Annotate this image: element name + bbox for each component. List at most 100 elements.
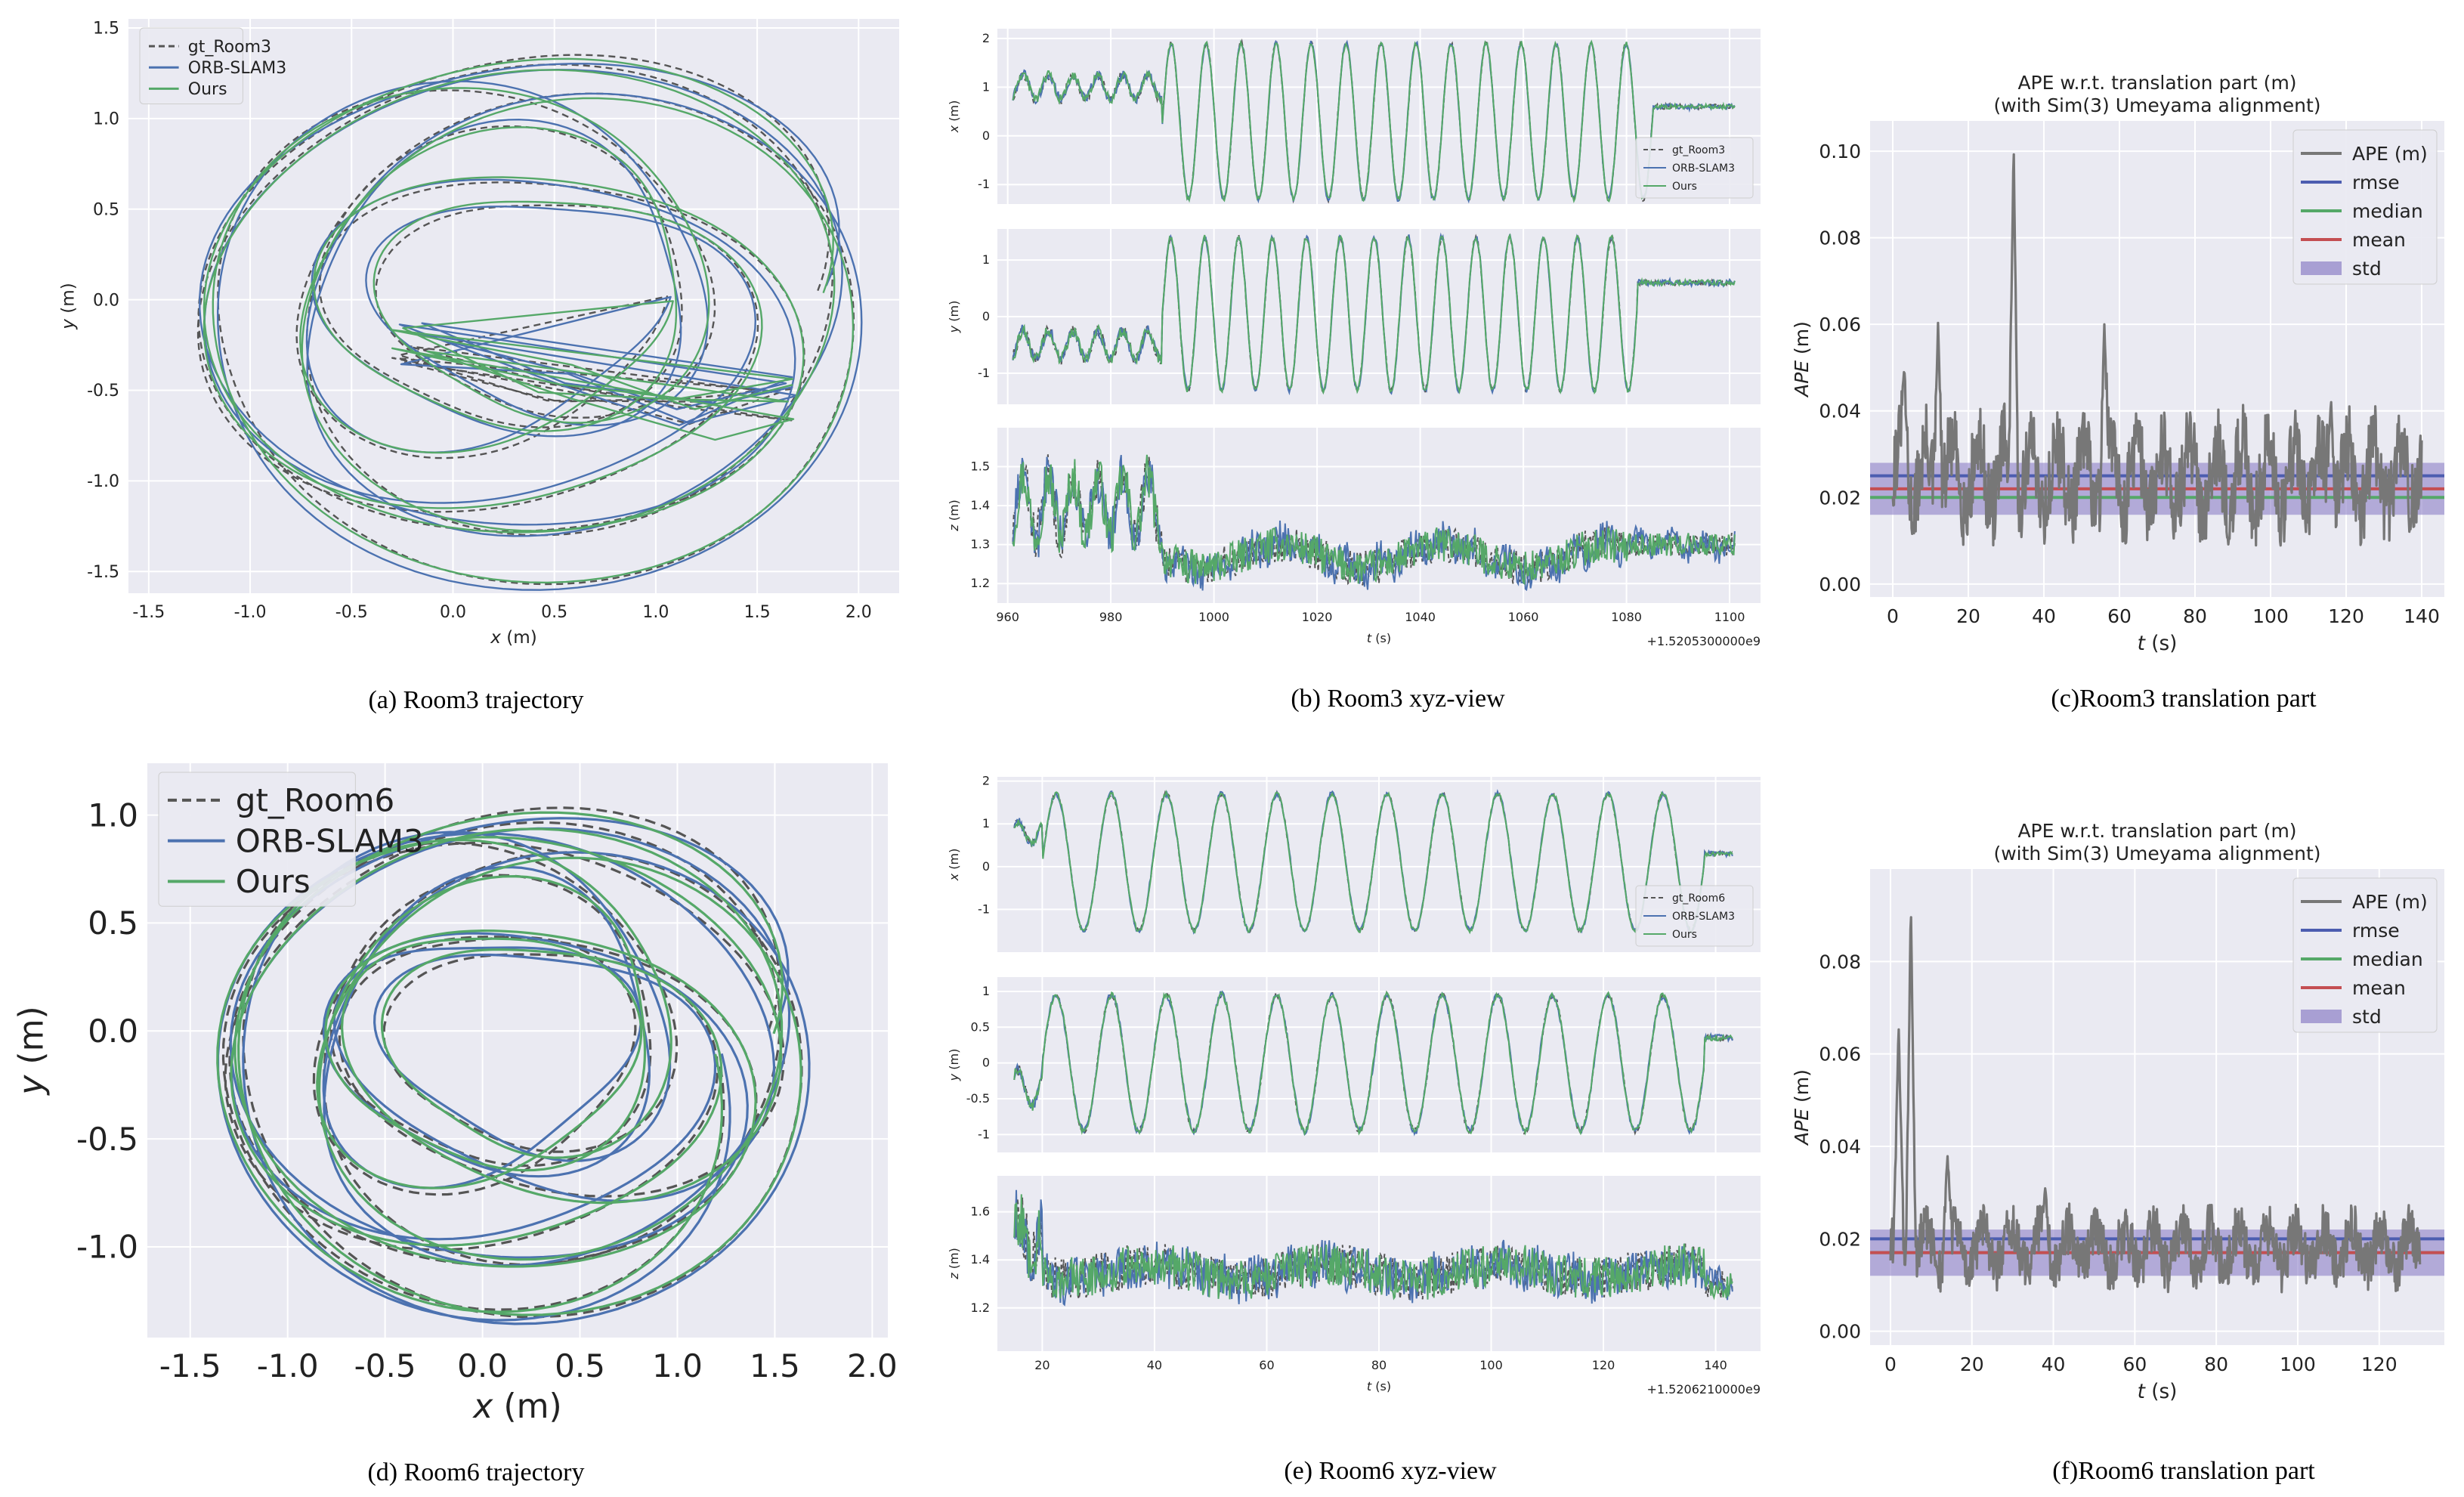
legend-label: Ours	[236, 863, 311, 900]
legend-label: gt_Room3	[1672, 144, 1725, 156]
y-axis-label-var: z	[947, 1273, 961, 1280]
x-tick-label: -1.5	[132, 603, 165, 622]
legend-label: gt_Room6	[1672, 892, 1725, 905]
y-tick-label: 0	[982, 859, 990, 874]
legend-label: mean	[2352, 977, 2406, 999]
chart-svg: APE w.r.t. translation part (m)(with Sim…	[1791, 72, 2444, 655]
x-axis-label-var: t	[2138, 1381, 2147, 1403]
y-tick-label: -1.5	[87, 563, 119, 582]
y-tick-label: 0.0	[88, 1013, 138, 1050]
legend-label: rmse	[2352, 172, 2400, 193]
trajectory-lines	[216, 806, 811, 1325]
chart-title: APE w.r.t. translation part (m)	[2017, 820, 2296, 842]
y-axis-label-var: x	[947, 125, 961, 133]
chart-room3-xyz-view: -1 0 1 2 x (m) gt_Room3 ORB-SLAM3 Ours -1 0 1 y (m)…	[937, 0, 1791, 665]
y-axis-label-var: y	[58, 319, 78, 330]
y-axis-label-var: x	[947, 873, 961, 881]
y-tick-label: 1.0	[88, 796, 138, 834]
x-tick-label: 80	[1371, 1358, 1387, 1372]
y-tick-label: 1	[982, 252, 990, 267]
legend-label: std	[2352, 258, 2382, 280]
legend-label: Ours	[1672, 181, 1697, 193]
plot-area	[997, 29, 1761, 204]
series-line-Ours	[216, 811, 802, 1316]
y-tick-label: 0.06	[1819, 314, 1861, 336]
plot-area	[128, 19, 899, 593]
y-tick-label: 1.3	[971, 537, 990, 552]
x-axis-label-unit: (m)	[501, 628, 537, 648]
y-tick-label: 2	[982, 774, 990, 788]
legend-swatch	[2301, 261, 2342, 275]
x-tick-label: 1.0	[642, 603, 669, 622]
y-axis-label-unit: (m)	[947, 301, 961, 326]
y-axis-label-unit: (m)	[1791, 1069, 1813, 1109]
x-tick-label: 2.0	[846, 603, 872, 622]
series-line-Ours	[1013, 1194, 1733, 1301]
y-tick-label: 0.5	[93, 200, 119, 219]
y-tick-label: 1.0	[93, 110, 119, 129]
y-tick-label: -1	[978, 366, 990, 380]
legend-label: APE (m)	[2352, 143, 2428, 165]
x-tick-label: 0.5	[555, 1347, 605, 1384]
x-tick-label: -0.5	[354, 1347, 416, 1384]
series-line-gt_Room3	[1012, 232, 1736, 394]
x-tick-label: 20	[1956, 605, 1980, 627]
x-tick-label: 80	[2183, 605, 2207, 627]
subplot-lines	[1013, 789, 1733, 935]
x-tick-label: 960	[996, 610, 1019, 624]
y-tick-label: 1	[982, 984, 990, 998]
x-axis-label: t (s)	[2138, 633, 2178, 655]
legend-label: mean	[2352, 229, 2406, 251]
x-axis-label: x (m)	[471, 1387, 561, 1426]
y-tick-label: 1.2	[971, 576, 990, 590]
x-tick-label: 40	[2042, 1353, 2066, 1375]
y-tick-label: 0.10	[1819, 141, 1861, 162]
x-tick-label: 60	[2122, 1353, 2147, 1375]
x-tick-label: 0	[1884, 1353, 1897, 1375]
series-line-Ours	[1012, 454, 1736, 586]
y-tick-label: 0.0	[93, 291, 119, 310]
y-axis-label-unit: (m)	[58, 283, 78, 319]
chart-room6-ape: APE w.r.t. translation part (m) (with Sim…	[1791, 748, 2464, 1443]
x-axis-label: t (s)	[2138, 1381, 2178, 1403]
y-tick-label: 1.5	[971, 459, 990, 474]
y-tick-label: -0.5	[76, 1121, 138, 1158]
x-tick-label: 80	[2204, 1353, 2228, 1375]
y-tick-label: 1.5	[93, 20, 119, 39]
legend-box	[1635, 137, 1754, 199]
y-axis-label: APE (m)	[1791, 1069, 1813, 1146]
y-tick-label: 1	[982, 79, 990, 94]
legend-label: Ours	[1672, 929, 1697, 941]
x-tick-label: 0.0	[457, 1347, 508, 1384]
caption-e: (e) Room6 xyz-view	[1284, 1457, 1497, 1485]
plot-area	[997, 428, 1761, 603]
y-tick-label: 0.00	[1819, 574, 1861, 595]
y-axis-label-var: y	[947, 1073, 961, 1081]
legend-label: median	[2352, 200, 2423, 222]
x-tick-label: -1.5	[159, 1347, 221, 1384]
y-axis-label-unit: (m)	[947, 1248, 961, 1273]
y-axis-label: z (m)	[947, 500, 961, 532]
x-tick-label: 1000	[1198, 610, 1229, 624]
x-tick-label: 980	[1099, 610, 1123, 624]
y-tick-label: 2	[982, 31, 990, 45]
x-tick-label: 100	[1479, 1358, 1503, 1372]
x-tick-label: 1100	[1714, 610, 1745, 624]
legend-swatch	[2301, 1010, 2342, 1023]
chart-title: APE w.r.t. translation part (m)	[2017, 72, 2296, 94]
y-axis-label-var: y	[12, 1075, 51, 1096]
chart-subtitle: (with Sim(3) Umeyama alignment)	[1993, 843, 2320, 864]
y-tick-label: -1.0	[87, 472, 119, 491]
legend-box	[158, 772, 356, 907]
x-tick-label: 60	[2107, 605, 2132, 627]
legend-label: Ours	[188, 80, 227, 99]
caption-d: (d) Room6 trajectory	[367, 1458, 585, 1486]
x-tick-label: 0.0	[440, 603, 466, 622]
x-axis-label-var: t	[1367, 1379, 1372, 1393]
legend-label: std	[2352, 1006, 2382, 1028]
legend-box	[2292, 129, 2438, 285]
y-tick-label: 0.00	[1819, 1321, 1861, 1343]
x-axis-label-var: t	[2138, 633, 2147, 655]
chart-svg: -1.5 -1.0 -0.5 0.0 0.5 1.0 1.5 2.0 -1.5 -1.0 -0.5 0…	[58, 19, 899, 648]
subplot-lines	[1012, 454, 1736, 592]
